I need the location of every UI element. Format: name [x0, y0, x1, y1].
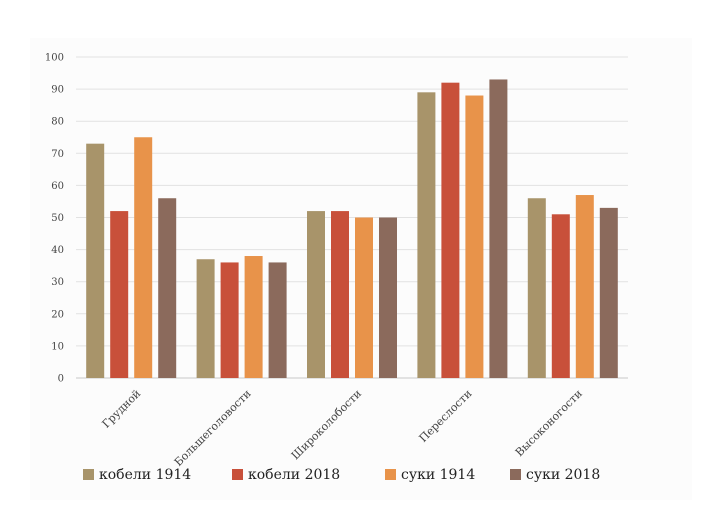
legend: кобели 1914 кобели 2018 суки 1914 суки 2018: [83, 467, 600, 483]
legend-swatch: [232, 469, 243, 480]
x-tick-label: Грудной: [100, 387, 144, 431]
legend-item: кобели 1914: [83, 467, 191, 483]
x-axis-labels: Грудной Большеголовости Широколобости Перес…: [100, 387, 585, 469]
bar: [527, 198, 546, 378]
y-tick-label: 40: [51, 245, 64, 256]
x-tick-label: Широколобости: [289, 387, 364, 462]
bar: [551, 214, 570, 378]
y-tick-label: 50: [51, 213, 64, 224]
y-tick-label: 60: [51, 181, 64, 192]
legend-item: суки 1914: [385, 467, 475, 483]
legend-swatch: [385, 469, 396, 480]
legend-item: суки 2018: [510, 467, 600, 483]
legend-swatch: [510, 469, 521, 480]
y-tick-label: 90: [51, 85, 64, 96]
bar: [417, 92, 436, 378]
y-tick-label: 100: [45, 53, 64, 64]
bars: [86, 79, 618, 379]
legend-label: суки 1914: [401, 467, 475, 483]
bar: [110, 211, 129, 378]
bar: [244, 256, 263, 378]
bar: [355, 217, 373, 378]
y-axis: 0 10 20 30 40 50 60 70 80 90 100: [45, 53, 64, 385]
bar: [599, 207, 618, 378]
y-tick-label: 0: [58, 374, 64, 385]
bar: [220, 262, 239, 378]
bar: [331, 211, 349, 378]
bar: [307, 211, 325, 378]
x-tick-label: Высоконогости: [513, 387, 585, 459]
bar: [86, 143, 105, 378]
legend-label: кобели 2018: [248, 467, 340, 483]
bar: [158, 198, 177, 378]
legend-item: кобели 2018: [232, 467, 340, 483]
bar: [489, 79, 508, 378]
y-tick-label: 20: [51, 309, 64, 320]
bar: [268, 262, 287, 378]
bar: [575, 195, 594, 378]
y-tick-label: 30: [51, 277, 64, 288]
y-tick-label: 10: [51, 341, 64, 352]
legend-label: кобели 1914: [99, 467, 191, 483]
bar: [465, 95, 484, 379]
legend-swatch: [83, 469, 94, 480]
bar: [196, 259, 215, 378]
legend-label: суки 2018: [526, 467, 600, 483]
x-tick-label: Переслости: [417, 387, 475, 445]
bar: [134, 137, 153, 378]
bar: [441, 82, 460, 379]
x-tick-label: Большеголовости: [172, 387, 254, 469]
bar: [379, 217, 397, 378]
y-tick-label: 70: [51, 149, 64, 160]
y-tick-label: 80: [51, 117, 64, 128]
